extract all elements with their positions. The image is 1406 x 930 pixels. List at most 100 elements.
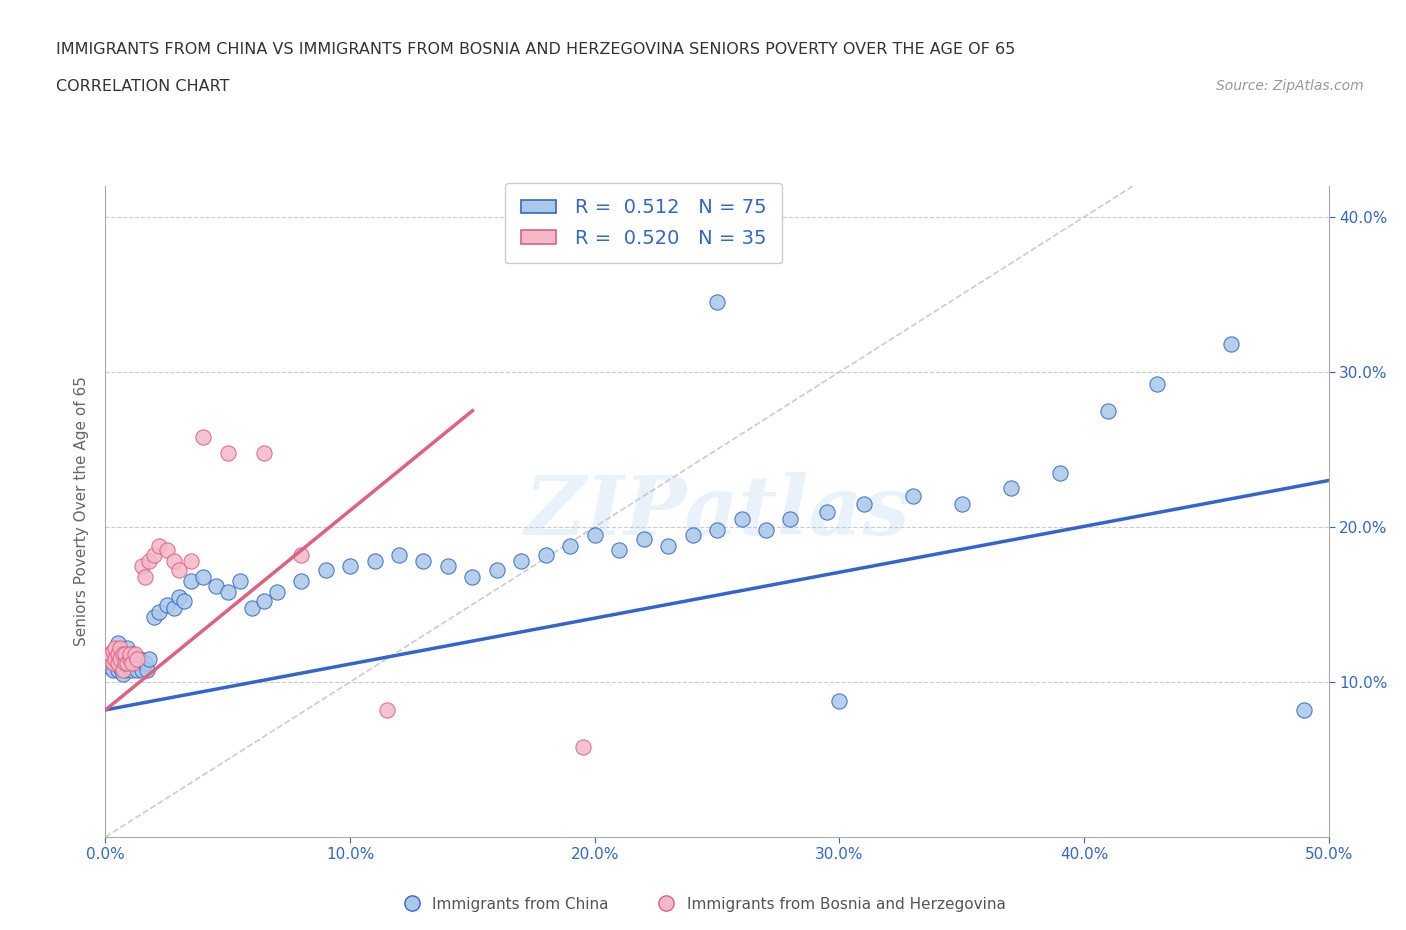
Point: [111, 651, 134, 666]
Point: [114, 662, 136, 677]
Legend: R =  0.512   N = 75, R =  0.520   N = 35: R = 0.512 N = 75, R = 0.520 N = 35: [505, 182, 782, 263]
Point: [127, 656, 149, 671]
Point: [124, 651, 146, 666]
Point: [101, 644, 124, 658]
Point: [730, 512, 752, 526]
Point: [1000, 481, 1022, 496]
Point: [104, 651, 127, 666]
Point: [180, 553, 202, 568]
Point: [560, 538, 582, 553]
Point: [217, 445, 239, 460]
Point: [118, 651, 141, 666]
Point: [114, 656, 136, 671]
Point: [266, 585, 288, 600]
Point: [104, 641, 127, 656]
Point: [117, 656, 139, 671]
Point: [114, 646, 136, 661]
Point: [217, 585, 239, 600]
Point: [104, 656, 127, 671]
Point: [163, 600, 186, 615]
Point: [118, 659, 141, 674]
Point: [121, 662, 143, 677]
Point: [1294, 702, 1316, 717]
Text: IMMIGRANTS FROM CHINA VS IMMIGRANTS FROM BOSNIA AND HERZEGOVINA SENIORS POVERTY : IMMIGRANTS FROM CHINA VS IMMIGRANTS FROM…: [56, 42, 1015, 57]
Point: [108, 651, 131, 666]
Point: [180, 574, 202, 589]
Point: [117, 641, 139, 656]
Point: [111, 667, 134, 682]
Point: [607, 543, 630, 558]
Point: [107, 636, 129, 651]
Point: [117, 656, 139, 671]
Point: [193, 569, 215, 584]
Point: [583, 527, 606, 542]
Point: [143, 548, 166, 563]
Point: [143, 609, 166, 624]
Point: [173, 594, 195, 609]
Point: [104, 646, 127, 661]
Point: [134, 569, 156, 584]
Point: [290, 548, 312, 563]
Point: [461, 569, 484, 584]
Point: [138, 651, 160, 666]
Point: [121, 646, 143, 661]
Point: [815, 504, 838, 519]
Text: ZIPatlas: ZIPatlas: [524, 472, 910, 551]
Point: [229, 574, 252, 589]
Point: [98, 659, 121, 674]
Point: [437, 558, 460, 573]
Point: [134, 656, 156, 671]
Point: [121, 656, 143, 671]
Point: [375, 702, 398, 717]
Point: [127, 662, 149, 677]
Point: [852, 497, 875, 512]
Text: CORRELATION CHART: CORRELATION CHART: [56, 79, 229, 94]
Point: [127, 651, 149, 666]
Point: [156, 543, 179, 558]
Point: [156, 597, 179, 612]
Point: [204, 578, 226, 593]
Point: [901, 488, 924, 503]
Point: [315, 563, 337, 578]
Point: [571, 739, 593, 754]
Point: [107, 646, 129, 661]
Point: [111, 662, 134, 677]
Point: [101, 651, 124, 666]
Point: [657, 538, 679, 553]
Point: [633, 532, 655, 547]
Point: [167, 563, 190, 578]
Point: [124, 646, 146, 661]
Point: [108, 644, 131, 658]
Point: [107, 662, 129, 677]
Legend: Immigrants from China, Immigrants from Bosnia and Herzegovina: Immigrants from China, Immigrants from B…: [394, 891, 1012, 918]
Point: [118, 646, 141, 661]
Point: [253, 594, 276, 609]
Point: [510, 553, 533, 568]
Point: [363, 553, 385, 568]
Point: [111, 646, 134, 661]
Point: [779, 512, 801, 526]
Point: [339, 558, 361, 573]
Point: [101, 656, 124, 671]
Point: [114, 646, 136, 661]
Point: [388, 548, 411, 563]
Point: [108, 641, 131, 656]
Point: [1049, 465, 1071, 480]
Point: [107, 656, 129, 671]
Point: [97, 651, 120, 666]
Y-axis label: Seniors Poverty Over the Age of 65: Seniors Poverty Over the Age of 65: [75, 377, 90, 646]
Point: [485, 563, 508, 578]
Point: [950, 497, 973, 512]
Point: [755, 523, 778, 538]
Point: [163, 553, 186, 568]
Point: [193, 430, 215, 445]
Point: [128, 651, 150, 666]
Point: [108, 659, 131, 674]
Point: [706, 295, 728, 310]
Point: [534, 548, 557, 563]
Point: [118, 651, 141, 666]
Point: [148, 604, 170, 619]
Point: [1219, 337, 1241, 352]
Point: [240, 600, 263, 615]
Point: [706, 523, 728, 538]
